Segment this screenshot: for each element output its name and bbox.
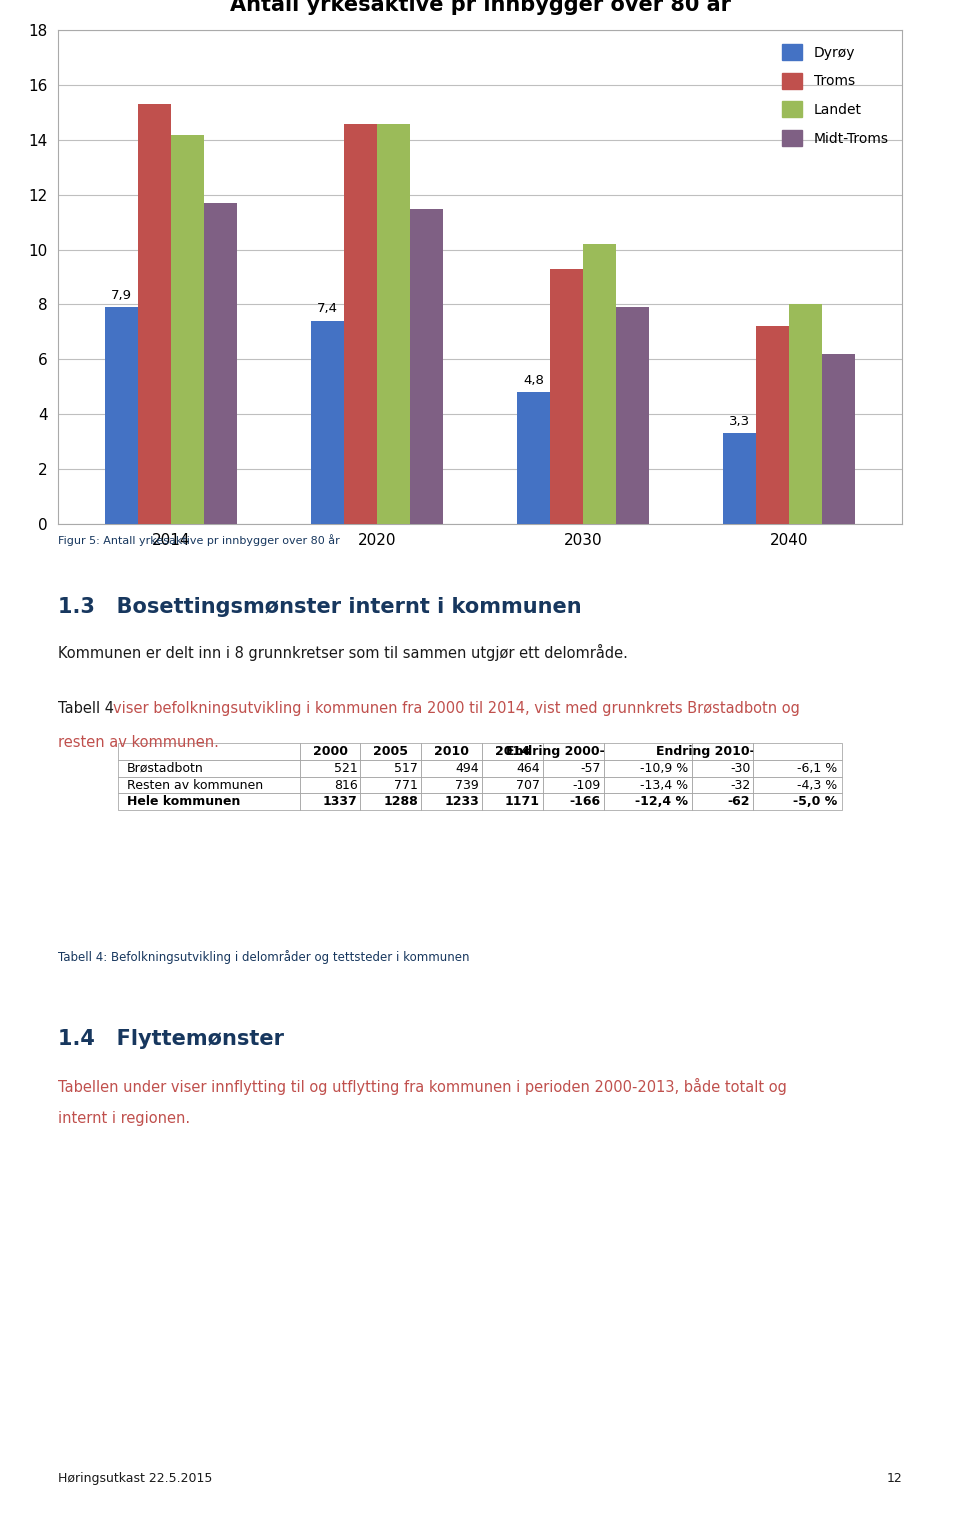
Bar (550, 269, 583, 524)
Text: 3,3: 3,3 (729, 414, 750, 428)
Text: 1.4   Flyttemønster: 1.4 Flyttemønster (58, 1029, 283, 1049)
Bar (822, 354, 855, 524)
Text: resten av kommunen.: resten av kommunen. (58, 735, 219, 750)
Bar (517, 392, 550, 524)
Legend: Dyrøy, Troms, Landet, Midt-Troms: Dyrøy, Troms, Landet, Midt-Troms (775, 38, 896, 153)
Bar (377, 123, 410, 524)
Bar (171, 135, 204, 524)
Text: Tabellen under viser innflytting til og utflytting fra kommunen i perioden 2000-: Tabellen under viser innflytting til og … (58, 1078, 786, 1094)
Title: Antall yrkesaktive pr innbygger over 80 år: Antall yrkesaktive pr innbygger over 80 … (229, 0, 731, 15)
Text: 4,8: 4,8 (523, 373, 544, 387)
Bar (583, 244, 616, 524)
Bar (138, 105, 171, 524)
Text: 1.3   Bosettingsmønster internt i kommunen: 1.3 Bosettingsmønster internt i kommunen (58, 597, 581, 616)
Text: internt i regionen.: internt i regionen. (58, 1111, 190, 1126)
Text: viser befolkningsutvikling i kommunen fra 2000 til 2014, vist med grunnkrets Brø: viser befolkningsutvikling i kommunen fr… (113, 701, 800, 716)
Bar (616, 307, 649, 524)
Text: 7,9: 7,9 (111, 288, 132, 302)
Bar (344, 123, 377, 524)
Bar (105, 307, 138, 524)
Bar (789, 305, 822, 524)
Bar (723, 433, 756, 524)
Text: 7,4: 7,4 (317, 302, 338, 316)
Text: Tabell 4: Tabell 4 (58, 701, 118, 716)
Bar (311, 320, 344, 524)
Bar (410, 208, 443, 524)
Text: Høringsutkast 22.5.2015: Høringsutkast 22.5.2015 (58, 1471, 212, 1485)
Text: Kommunen er delt inn i 8 grunnkretser som til sammen utgjør ett delområde.: Kommunen er delt inn i 8 grunnkretser so… (58, 644, 628, 660)
Bar (756, 326, 789, 524)
Text: Tabell 4: Befolkningsutvikling i delområder og tettsteder i kommunen: Tabell 4: Befolkningsutvikling i delområ… (58, 950, 469, 964)
Bar (204, 203, 237, 524)
Text: 12: 12 (887, 1471, 902, 1485)
Text: Figur 5: Antall yrkesaktive pr innbygger over 80 år: Figur 5: Antall yrkesaktive pr innbygger… (58, 534, 339, 546)
